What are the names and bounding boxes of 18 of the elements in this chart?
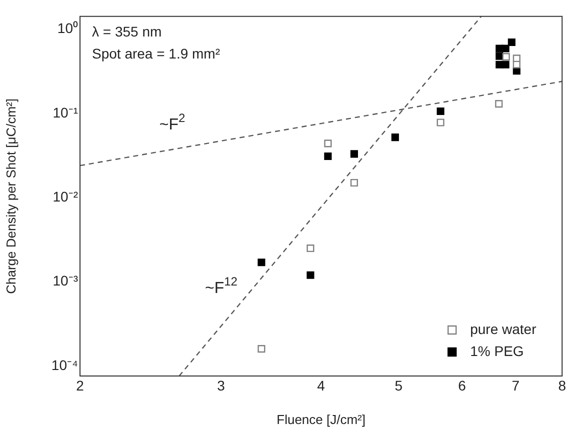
y-tick-label: 10⁻² (52, 188, 78, 204)
annotation: λ = 355 nm (92, 23, 162, 40)
y-axis-title: Charge Density per Shot [μC/cm²] (3, 98, 18, 294)
annotation: Spot area = 1.9 mm² (92, 45, 220, 62)
y-tick-label: 10⁻³ (52, 272, 78, 289)
y-tick-label: 10⁻¹ (52, 104, 78, 120)
x-tick-label: 3 (217, 377, 226, 394)
x-tick-label: 6 (458, 377, 466, 394)
legend-label: pure water (470, 320, 537, 337)
x-tick-label: 4 (317, 377, 326, 394)
x-tick-label: 5 (394, 377, 403, 394)
x-tick-label: 2 (76, 377, 84, 394)
legend-label: 1% PEG (470, 342, 524, 359)
y-tick-label: 10⁻⁴ (51, 356, 78, 373)
x-tick-label: 7 (512, 377, 520, 394)
x-axis-title: Fluence [J/cm²] (276, 412, 366, 427)
y-tick-label: 10⁰ (57, 20, 78, 36)
x-tick-label: 8 (558, 377, 566, 394)
